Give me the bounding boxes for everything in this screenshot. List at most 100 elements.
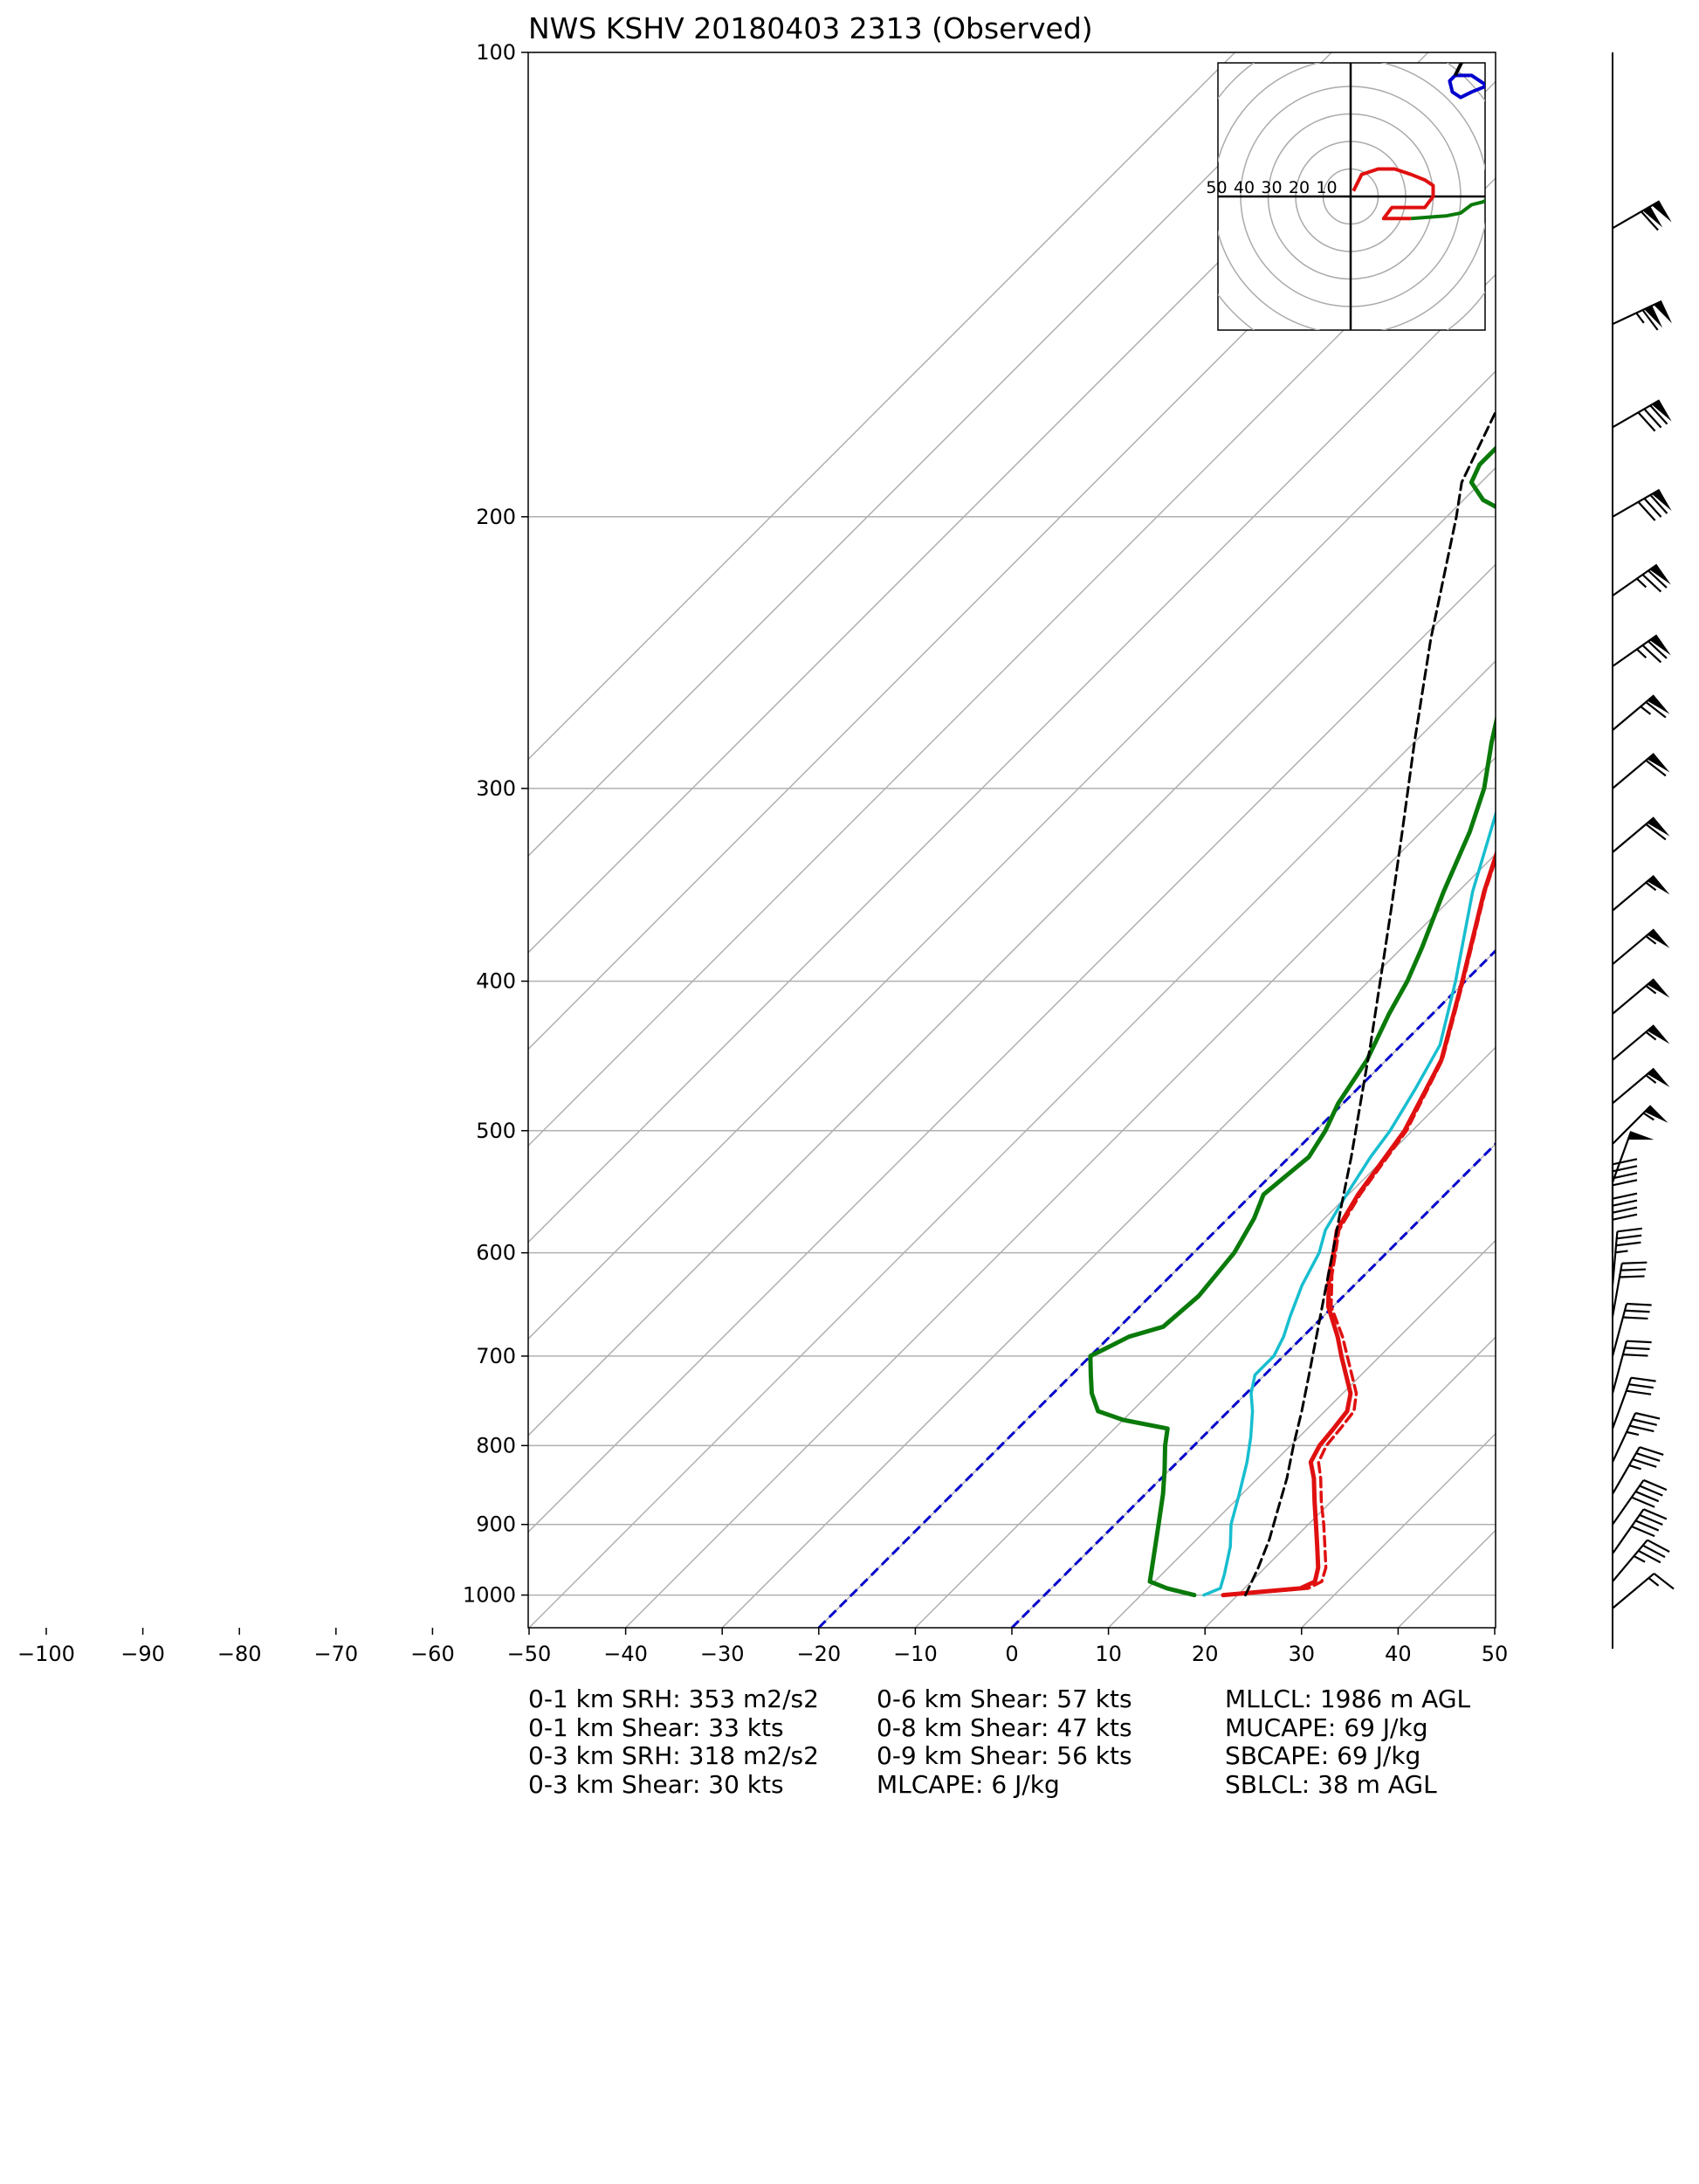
barb-pennant — [1652, 400, 1672, 422]
axis-ticks: −100 −90 −80 −70 −60 −50 −40 −30 −20 −10 0 10 20 30 40… — [17, 40, 1508, 1666]
wind-barb — [1611, 1376, 1656, 1430]
barb-shaft — [1612, 1446, 1641, 1495]
barb-shaft — [1611, 1131, 1633, 1183]
sounding-profiles — [1088, 409, 1496, 1598]
y-tick-label: 800 — [476, 1433, 516, 1457]
barb-full — [1622, 1316, 1648, 1320]
hodograph-trace — [1352, 167, 1435, 221]
x-tick-label: −100 — [17, 1642, 75, 1666]
barb-pennant — [1649, 564, 1671, 585]
barb-shaft — [1612, 200, 1661, 230]
wind-barb — [1612, 399, 1672, 432]
barb-full — [1612, 1165, 1638, 1173]
isotherm--30 — [721, 853, 1496, 1628]
barb-full — [1629, 1424, 1654, 1433]
temperature-line — [1221, 850, 1496, 1598]
wind-barb — [1612, 1508, 1668, 1554]
wind-barb — [1612, 1105, 1668, 1145]
isotherm-60 — [1592, 52, 1699, 1628]
hodograph-ring-label: 10 — [1316, 178, 1337, 197]
stat-srh-0-3: 0-3 km SRH: 318 m2/s2 — [528, 1741, 819, 1770]
barb-full — [1641, 210, 1659, 231]
barb-full — [1612, 1172, 1638, 1180]
x-tick-label: 20 — [1192, 1642, 1219, 1666]
hodograph-trace — [1411, 198, 1485, 221]
stat-sbcape: SBCAPE: 69 J/kg — [1225, 1741, 1421, 1770]
isotherm--70 — [528, 466, 1496, 1436]
barb-full — [1639, 1446, 1664, 1457]
barb-half — [1636, 648, 1647, 659]
y-tick-label: 100 — [476, 40, 516, 65]
barb-half — [1640, 706, 1652, 715]
isotherm-20 — [1204, 1336, 1496, 1628]
barb-full — [1641, 644, 1662, 664]
barb-full — [1634, 1412, 1661, 1420]
barb-full — [1637, 411, 1656, 432]
wind-barb — [1612, 200, 1672, 231]
barb-pennant — [1647, 817, 1670, 837]
y-tick-label: 700 — [476, 1344, 516, 1368]
barb-shaft — [1612, 753, 1655, 789]
isotherm--80 — [528, 370, 1496, 1340]
barb-pennant — [1654, 300, 1673, 324]
barb-full — [1643, 1478, 1668, 1492]
barb-shaft — [1612, 1479, 1645, 1526]
wind-barbs — [1611, 52, 1675, 1649]
barb-full — [1624, 1347, 1650, 1350]
isotherm--10 — [914, 1046, 1496, 1628]
wind-barb — [1612, 1412, 1661, 1463]
barb-full — [1641, 574, 1662, 593]
barb-half — [1647, 1577, 1660, 1587]
barb-full — [1647, 569, 1668, 589]
barb-half — [1645, 985, 1657, 995]
barb-full — [1639, 1513, 1663, 1526]
isotherm--120 — [528, 52, 1429, 954]
wind-barb — [1612, 753, 1670, 789]
hodograph-ring-label: 30 — [1261, 178, 1282, 197]
x-tick-label: −60 — [410, 1642, 455, 1666]
barb-full — [1637, 501, 1656, 521]
barb-pennant — [1647, 1068, 1670, 1088]
barb-full — [1612, 1199, 1638, 1207]
barb-full — [1645, 701, 1667, 719]
barb-half — [1645, 1030, 1657, 1041]
stat-shear-0-6: 0-6 km Shear: 57 kts — [877, 1685, 1132, 1713]
barb-half — [1645, 1074, 1657, 1084]
barb-pennant — [1644, 305, 1663, 328]
reference-isotherm-0 — [1010, 1141, 1496, 1628]
wind-barb — [1612, 1573, 1675, 1609]
wind-barb — [1612, 978, 1670, 1015]
barb-full — [1639, 1485, 1663, 1497]
wind-barb — [1612, 1024, 1670, 1061]
x-tick-label: 40 — [1385, 1642, 1412, 1666]
wind-barb — [1612, 1446, 1664, 1495]
barb-half — [1628, 1464, 1641, 1471]
x-tick-label: 0 — [1005, 1642, 1018, 1666]
barb-full — [1632, 1457, 1657, 1468]
barb-full — [1643, 498, 1662, 518]
wind-barb — [1611, 1131, 1654, 1183]
wind-barb — [1612, 928, 1670, 965]
hodograph-trace — [1448, 73, 1485, 100]
barb-full — [1649, 494, 1668, 514]
x-tick-label: −20 — [796, 1642, 841, 1666]
wind-barb — [1611, 1192, 1638, 1253]
barb-shaft — [1611, 1340, 1628, 1394]
barb-full — [1612, 1206, 1638, 1214]
stat-shear-0-1: 0-1 km Shear: 33 kts — [528, 1712, 784, 1742]
barb-full — [1642, 1544, 1666, 1559]
barb-full — [1622, 1354, 1648, 1357]
barb-full — [1638, 1549, 1661, 1564]
hodograph: 50 40 30 20 10 — [1206, 62, 1486, 331]
barb-pennant — [1647, 754, 1670, 773]
barb-shaft — [1611, 1263, 1623, 1317]
barb-full — [1619, 1275, 1645, 1278]
isotherm-50 — [1494, 1625, 1496, 1628]
barb-shaft — [1612, 1024, 1655, 1061]
wetbulb-line — [1202, 809, 1496, 1597]
barb-half — [1636, 577, 1647, 589]
x-tick-label: −70 — [313, 1642, 358, 1666]
barb-full — [1626, 1302, 1652, 1306]
barb-full — [1647, 640, 1668, 659]
